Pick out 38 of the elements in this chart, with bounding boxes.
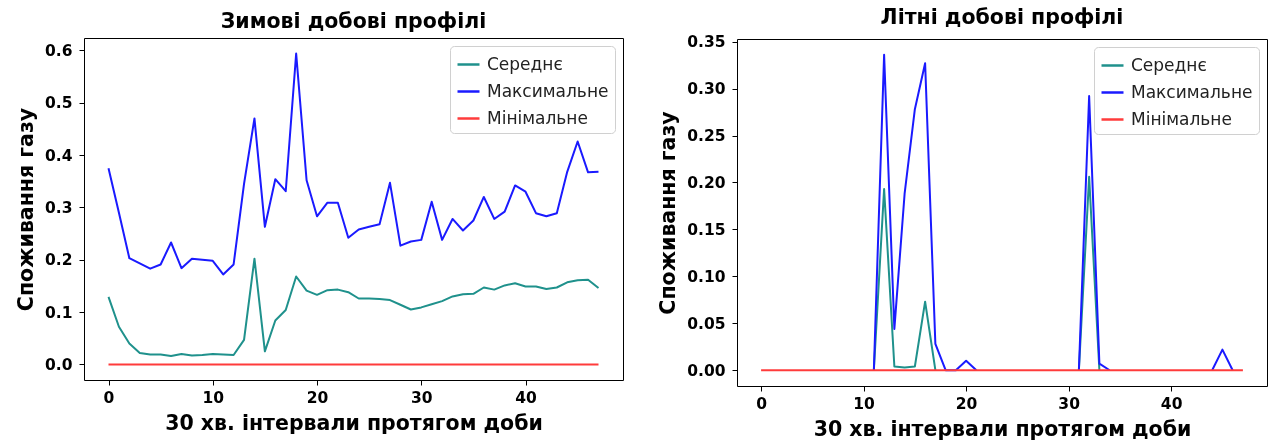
y-tick-label: 0.35 (687, 33, 726, 52)
y-tick-label: 0.00 (687, 361, 726, 380)
legend-label: Мінімальне (1131, 108, 1232, 129)
x-axis-title: 30 хв. інтервали протягом доби (813, 417, 1192, 441)
y-tick-label: 0.30 (687, 80, 726, 99)
y-tick-label: 0.2 (45, 251, 73, 270)
y-axis-title: Споживання газу (656, 111, 681, 315)
y-tick-label: 0.3 (45, 198, 73, 217)
y-tick-label: 0.15 (687, 220, 726, 239)
y-tick-label: 0.6 (45, 41, 73, 60)
y-tick-label: 0.05 (687, 314, 726, 333)
x-tick-label: 30 (410, 388, 433, 407)
y-tick-label: 0.5 (45, 94, 73, 113)
y-tick-label: 0.0 (45, 355, 73, 374)
x-tick-label: 20 (306, 388, 329, 407)
legend-label: Середнє (487, 53, 563, 74)
chart-title: Літні добові профілі (880, 5, 1124, 30)
chart-title: Зимові добові профілі (220, 8, 487, 33)
x-tick-label: 30 (1058, 394, 1081, 413)
y-tick-label: 0.10 (687, 267, 726, 286)
x-tick-label: 10 (853, 394, 876, 413)
legend-label: Мінімальне (487, 107, 588, 128)
x-tick-label: 0 (103, 388, 115, 407)
x-axis-title: 30 хв. інтервали протягом доби (165, 411, 543, 435)
y-tick-label: 0.20 (687, 173, 726, 192)
x-tick-label: 0 (756, 394, 768, 413)
x-tick-label: 10 (202, 388, 225, 407)
x-tick-label: 40 (1160, 394, 1183, 413)
y-tick-label: 0.4 (45, 146, 73, 165)
x-tick-label: 40 (515, 388, 538, 407)
legend-label: Максимальне (487, 80, 609, 101)
y-axis-title: Споживання газу (14, 107, 39, 312)
y-tick-label: 0.25 (687, 127, 726, 146)
x-tick-label: 20 (955, 394, 978, 413)
y-tick-label: 0.1 (45, 303, 73, 322)
legend-label: Середнє (1131, 54, 1207, 75)
legend-label: Максимальне (1131, 81, 1253, 102)
line-series (107, 257, 600, 358)
